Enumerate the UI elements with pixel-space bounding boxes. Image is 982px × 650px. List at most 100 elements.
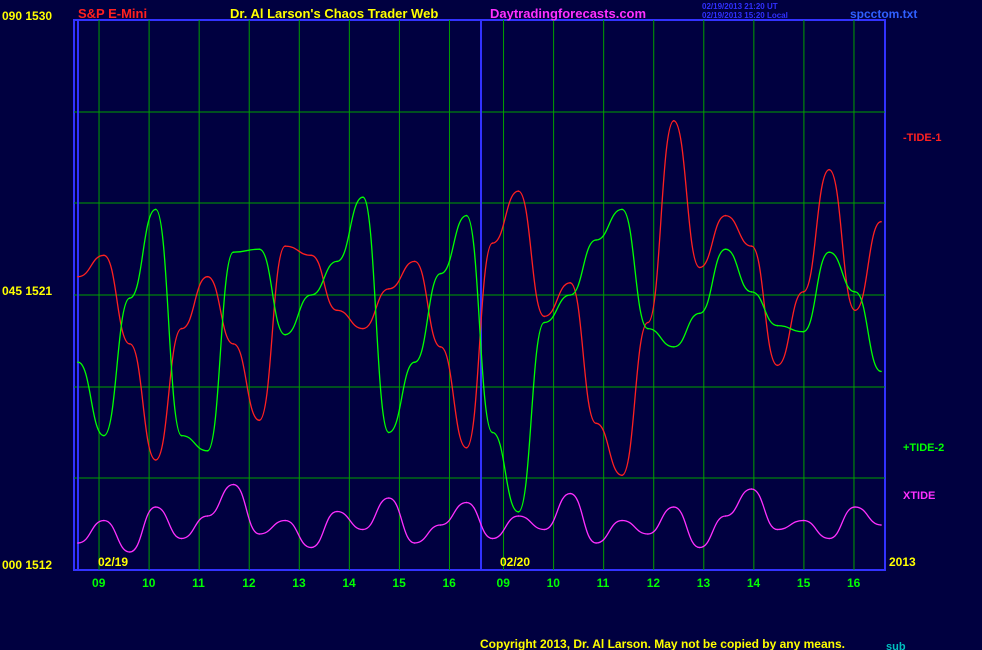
series-tide2-point [724,248,727,250]
series-tide2-point [621,208,623,211]
x-tick-label-6: 15 [392,576,406,590]
series-xtide-point [103,519,105,522]
y-label-middle: 045 1521 [2,284,52,298]
series-tide2-point [828,251,830,253]
date-label-0219: 02/19 [98,555,128,569]
series-xtide-point [647,533,649,535]
series-tide2-point [802,330,805,333]
series-tide2-point [673,346,675,348]
series-xtide-point [828,537,830,540]
date-label-0220: 02/20 [500,555,530,569]
series-tide1-point [180,327,183,330]
legend-tide1: -TIDE-1 [903,132,942,144]
series-tide1-point [621,474,623,477]
x-tick-label-8: 09 [497,576,511,590]
x-tick-label-9: 10 [547,576,561,590]
instrument-name: S&P E-Mini [78,6,147,21]
series-xtide-point [569,492,571,495]
series-xtide-point [802,519,805,522]
website-link[interactable]: Daytradingforecasts.com [490,6,646,21]
series-tide1-point [258,419,261,422]
series-tide2-point [880,370,882,373]
series-tide1-point [543,315,546,318]
series-tide1-point [491,242,494,244]
series-tide2-point [310,294,312,296]
series-xtide-point [154,506,157,508]
grid [74,20,885,570]
series-xtide-point [180,537,183,540]
timestamp-local: 02/19/2013 15:20 Local [702,11,788,20]
series-line-xtide [77,483,882,553]
series-tide1-point [673,120,675,122]
series-tide2-point [776,324,779,327]
series-line-tide2 [77,196,882,513]
series-xtide-point [517,515,520,517]
series-xtide-point [388,497,390,499]
series-xtide-point [595,542,597,544]
series-xtide-point [232,483,235,486]
series-tide1-point [439,346,442,348]
series-tide1-point [724,214,727,217]
legend-tide2: +TIDE-2 [903,442,944,454]
series-tide1-point [647,321,649,324]
series-tide2-point [206,450,209,452]
x-tick-label-13: 14 [747,576,761,590]
series-layer [77,120,882,553]
series-tide1-point [284,245,287,247]
x-tick-label-5: 14 [342,576,356,590]
series-xtide-point [621,519,623,522]
series-tide2-point [284,333,287,336]
series-tide1-point [569,282,571,284]
x-tick-label-0: 09 [92,576,106,590]
series-tide2-point [647,327,649,330]
series-tide2-point [413,361,416,364]
series-tide2-point [232,251,235,253]
series-tide2-point [517,511,520,513]
x-tick-label-4: 13 [292,576,306,590]
series-tide2-point [129,297,131,299]
series-tide2-point [750,291,753,293]
series-tide1-point [517,190,520,192]
series-tide2-point [854,291,856,293]
series-xtide-point [310,546,312,549]
series-tide1-point [880,220,882,223]
series-tide2-point [362,196,364,198]
x-tick-label-2: 11 [192,576,205,590]
series-xtide-point [258,533,261,535]
series-xtide-point [77,542,79,544]
series-tide2-point [103,434,105,437]
x-tick-label-12: 13 [697,576,711,590]
series-xtide-point [698,546,701,549]
series-tide1-point [310,254,312,257]
copyright-notice: Copyright 2013, Dr. Al Larson. May not b… [480,637,845,650]
x-tick-label-1: 10 [142,576,156,590]
series-tide1-point [595,422,597,425]
series-tide1-point [232,343,235,345]
series-xtide-point [413,542,416,544]
legend-xtide: XTIDE [903,490,935,502]
series-tide2-point [698,312,701,315]
series-xtide-point [854,506,856,508]
series-xtide-point [362,528,364,531]
series-tide1-point [129,343,131,345]
x-tick-label-14: 15 [797,576,811,590]
series-tide1-point [206,275,209,278]
series-xtide-point [336,510,338,513]
series-xtide-point [491,537,494,540]
series-tide2-point [595,239,597,241]
series-tide1-point [750,245,753,247]
series-xtide-point [673,506,675,508]
series-tide1-point [77,275,79,278]
x-tick-label-15: 16 [847,576,861,590]
series-xtide-point [724,515,727,517]
series-tide1-point [465,447,468,449]
series-tide2-point [543,321,546,324]
y-label-bottom: 000 1512 [2,558,52,572]
x-tick-label-3: 12 [242,576,256,590]
series-tide2-point [465,214,468,217]
series-tide2-point [491,431,494,434]
series-xtide-point [439,524,442,526]
data-filename: spcctom.txt [850,7,917,21]
series-tide1-point [828,168,830,171]
